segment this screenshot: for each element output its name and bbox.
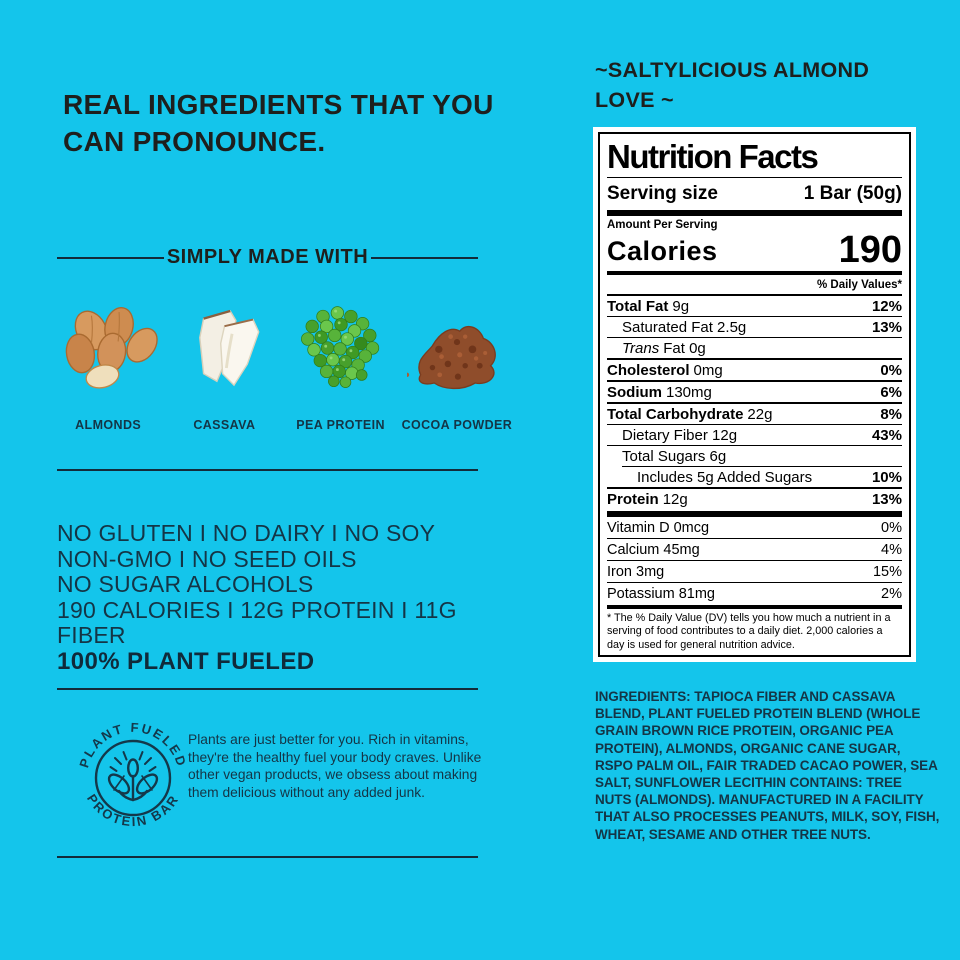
nutrition-facts-title: Nutrition Facts [607,138,819,175]
claim-line: 190 CALORIES I 12G PROTEIN I 11G FIBER [57,596,457,648]
cassava-photo [177,298,272,393]
nutrition-row-saturated-fat: Saturated Fat 2.5g 13% [607,315,902,337]
headline-line1: REAL INGREDIENTS THAT YOU [63,89,494,120]
nutrition-row-total-sugars: Total Sugars 6g [607,444,902,466]
serving-size-label: Serving size [607,182,718,204]
simply-made-with-label: SIMPLY MADE WITH [166,246,369,268]
daily-values-header: % Daily Values* [816,278,902,291]
rule [607,177,902,178]
nutrition-row-total-carbohydrate: Total Carbohydrate 22g 8% [607,401,902,424]
daily-value-footnote: * The % Daily Value (DV) tells you how m… [607,611,891,651]
medium-bar [607,270,902,275]
calories-row: Calories 190 [607,228,902,271]
ingredient-label-almonds: ALMONDS [75,418,142,432]
nutrition-facts-label: Nutrition Facts Serving size 1 Bar (50g)… [593,127,916,662]
nutrition-row-trans-fat: Trans Fat 0g [607,336,902,358]
ingredient-item-pea-protein: PEA PROTEIN [283,298,399,432]
brand-description: Plants are just better for you. Rich in … [188,732,482,800]
ingredient-item-cocoa-powder: COCOA POWDER [399,298,515,432]
ingredient-label-cocoa-powder: COCOA POWDER [401,418,513,432]
ingredients-statement: INGREDIENTS: TAPIOCA FIBER AND CASSAVA B… [595,689,940,842]
nutrition-row-iron: Iron 3mg 15% [607,560,902,582]
thick-bar [607,510,902,518]
nutrition-row-dietary-fiber: Dietary Fiber 12g 43% [607,423,902,445]
ingredient-item-cassava: CASSAVA [166,298,282,432]
thick-bar [607,209,902,216]
svg-text:PLANT FUELED: PLANT FUELED [76,720,189,770]
ingredient-label-cassava: CASSAVA [193,418,256,432]
calories-label: Calories [607,235,718,266]
flavor-title-line2: LOVE ~ [595,88,674,112]
divider-line-right [371,256,479,259]
main-headline: REAL INGREDIENTS THAT YOU CAN PRONOUNCE. [63,86,513,160]
nutrition-row-calcium: Calcium 45mg 4% [607,538,902,560]
nutrition-row-sodium: Sodium 130mg 6% [607,379,902,402]
nutrition-row-vitamin-d: Vitamin D 0mcg 0% [607,520,902,537]
cocoa-powder-photo [406,298,507,393]
pea-protein-photo [296,298,386,393]
nutrition-row-potassium: Potassium 81mg 2% [607,582,902,604]
nutrition-row-protein: Protein 12g 13% [607,486,902,509]
nutrition-row-added-sugars: Includes 5g Added Sugars 10% [637,468,902,486]
claim-line: NON-GMO I NO SEED OILS [57,545,357,572]
divider-3 [57,856,478,858]
plant-fueled-badge: PLANT FUELED PROTEIN BAR [72,710,194,847]
nutrition-row-cholesterol: Cholesterol 0mg 0% [607,357,902,380]
calories-value: 190 [838,228,902,271]
simply-made-with-divider: SIMPLY MADE WITH [57,246,479,269]
divider-2 [57,688,478,690]
divider-1 [57,469,478,471]
amount-per-serving-label: Amount Per Serving [607,218,718,231]
claims-block: NO GLUTEN I NO DAIRY I NO SOY NON-GMO I … [57,520,517,675]
nutrition-row-total-fat: Total Fat 9g 12% [607,293,902,316]
indented-rule [622,465,902,467]
headline-line2: CAN PRONOUNCE. [63,126,326,157]
ingredient-label-pea-protein: PEA PROTEIN [296,418,385,432]
claim-line: NO GLUTEN I NO DAIRY I NO SOY [57,520,436,546]
divider-line-left [57,256,164,259]
serving-size-row: Serving size 1 Bar (50g) [607,179,902,208]
rule [607,605,902,609]
serving-size-value: 1 Bar (50g) [803,182,902,204]
almonds-photo [52,298,164,393]
claim-line: NO SUGAR ALCOHOLS [57,571,314,597]
ingredient-item-almonds: ALMONDS [50,298,166,432]
nutrition-facts-border: Nutrition Facts Serving size 1 Bar (50g)… [598,132,911,657]
flavor-title-line1: ~SALTYLICIOUS ALMOND [595,58,870,82]
ingredient-photo-row: ALMONDS CASSAVA [50,298,515,432]
claim-line-bold: 100% PLANT FUELED [57,647,315,675]
flavor-title: ~SALTYLICIOUS ALMOND LOVE ~ [595,55,930,115]
